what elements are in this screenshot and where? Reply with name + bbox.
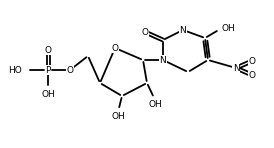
Text: OH: OH bbox=[111, 112, 125, 121]
Text: O: O bbox=[249, 70, 255, 79]
Text: O: O bbox=[67, 66, 73, 74]
Text: O: O bbox=[141, 28, 149, 37]
Text: HO: HO bbox=[8, 66, 22, 74]
Text: N: N bbox=[233, 63, 239, 73]
Text: O: O bbox=[249, 57, 255, 66]
Text: OH: OH bbox=[41, 90, 55, 99]
Text: O: O bbox=[112, 44, 118, 53]
Text: OH: OH bbox=[148, 100, 162, 109]
Text: P: P bbox=[45, 66, 51, 74]
Text: N: N bbox=[160, 56, 166, 65]
Text: N: N bbox=[180, 25, 186, 34]
Text: OH: OH bbox=[222, 24, 236, 33]
Text: O: O bbox=[44, 45, 52, 54]
